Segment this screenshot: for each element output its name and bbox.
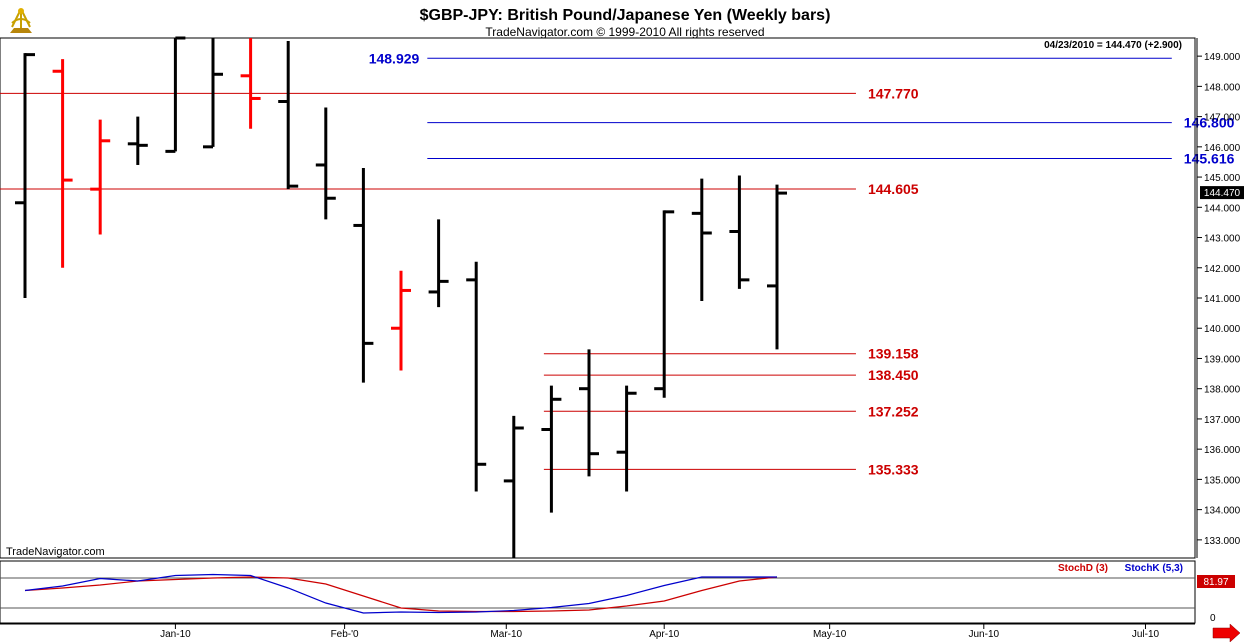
price-tick-label: 145.000 xyxy=(1204,173,1241,184)
ohlc-bar xyxy=(391,270,411,371)
ohlc-bar xyxy=(278,41,299,190)
ohlc-bar xyxy=(15,53,35,298)
level-label: 137.252 xyxy=(868,403,919,419)
price-tick-label: 134.000 xyxy=(1204,506,1241,517)
price-tick-label: 147.000 xyxy=(1204,113,1241,124)
quote-readout: 04/23/2010 = 144.470 (+2.900) xyxy=(1044,40,1182,51)
price-axis: 149.000 148.000 147.000 146.000 145.000 144.0… xyxy=(1196,38,1241,558)
price-tick-label: 146.000 xyxy=(1204,143,1241,154)
time-tick-label: Mar-10 xyxy=(490,629,522,640)
time-tick-label: May-10 xyxy=(813,629,847,640)
stoch-readout: 81.97 xyxy=(1203,577,1228,588)
time-axis: Jan-10 Feb-'0 Mar-10 Apr-10 May-10 Jun-10 Jul-… xyxy=(0,623,1195,640)
ohlc-bar xyxy=(127,116,148,165)
ohlc-bar xyxy=(203,38,223,149)
level-label: 139.158 xyxy=(868,346,919,362)
price-tick-label: 139.000 xyxy=(1204,354,1241,365)
watermark-text: TradeNavigator.com xyxy=(6,546,105,558)
price-tick-label: 144.000 xyxy=(1204,203,1241,214)
ohlc-bar xyxy=(165,36,186,153)
ohlc-bar xyxy=(52,59,73,268)
time-tick-label: Jul-10 xyxy=(1132,629,1160,640)
price-tick-label: 148.000 xyxy=(1204,82,1241,93)
sextant-icon xyxy=(10,8,32,33)
ohlc-bar xyxy=(541,385,562,513)
ohlc-bar xyxy=(503,415,524,558)
level-label: 148.929 xyxy=(369,50,420,66)
ohlc-bar xyxy=(353,168,374,383)
stochastic-panel[interactable] xyxy=(0,560,1196,624)
ohlc-bar xyxy=(691,178,712,302)
ohlc-bar xyxy=(466,261,487,492)
ohlc-bar xyxy=(729,175,750,289)
price-tick-label: 143.000 xyxy=(1204,234,1241,245)
level-label: 135.333 xyxy=(868,461,919,477)
level-label: 144.605 xyxy=(868,181,919,197)
stoch-readout-tag: 81.97 xyxy=(1197,575,1235,588)
price-tick-label: 137.000 xyxy=(1204,415,1241,426)
last-price-tag: 144.470 xyxy=(1200,186,1244,200)
ohlc-bar xyxy=(428,219,449,308)
stoch-k-line xyxy=(24,573,777,614)
ohlc-bar xyxy=(654,210,675,398)
stoch-k-legend: StochK (5,3) xyxy=(1125,563,1183,574)
ohlc-bar xyxy=(579,349,599,477)
ohlc-bar xyxy=(90,119,111,235)
copyright-text: TradeNavigator.com © 1999-2010 All right… xyxy=(485,25,764,39)
chart-title: $GBP-JPY: British Pound/Japanese Yen (We… xyxy=(420,7,831,24)
ohlc-bars xyxy=(15,36,787,558)
time-tick-label: Jun-10 xyxy=(969,629,1000,640)
price-tick-label: 149.000 xyxy=(1204,52,1241,63)
time-tick-label: Feb-'0 xyxy=(331,629,359,640)
price-tick-label: 133.000 xyxy=(1204,536,1241,547)
level-label: 138.450 xyxy=(868,367,919,383)
price-tick-label: 136.000 xyxy=(1204,445,1241,456)
scroll-right-arrow-icon[interactable] xyxy=(1212,623,1241,643)
price-tick-label: 135.000 xyxy=(1204,475,1241,486)
stoch-axis-zero: 0 xyxy=(1210,613,1216,624)
price-tick-label: 142.000 xyxy=(1204,264,1241,275)
ohlc-bar xyxy=(315,107,336,220)
time-tick-label: Apr-10 xyxy=(649,629,679,640)
last-price-label: 144.470 xyxy=(1204,188,1241,199)
price-tick-label: 138.000 xyxy=(1204,385,1241,396)
ohlc-bar xyxy=(240,38,261,129)
ohlc-bar xyxy=(767,184,787,350)
price-tick-label: 140.000 xyxy=(1204,324,1241,335)
price-panel[interactable] xyxy=(0,37,1196,559)
stoch-d-line xyxy=(24,576,778,613)
time-tick-label: Jan-10 xyxy=(160,629,191,640)
chart-header: $GBP-JPY: British Pound/Japanese Yen (We… xyxy=(420,7,831,39)
price-tick-label: 141.000 xyxy=(1204,294,1241,305)
level-label: 147.770 xyxy=(868,85,919,101)
stoch-d-legend: StochD (3) xyxy=(1058,563,1108,574)
ohlc-bar xyxy=(616,385,637,492)
